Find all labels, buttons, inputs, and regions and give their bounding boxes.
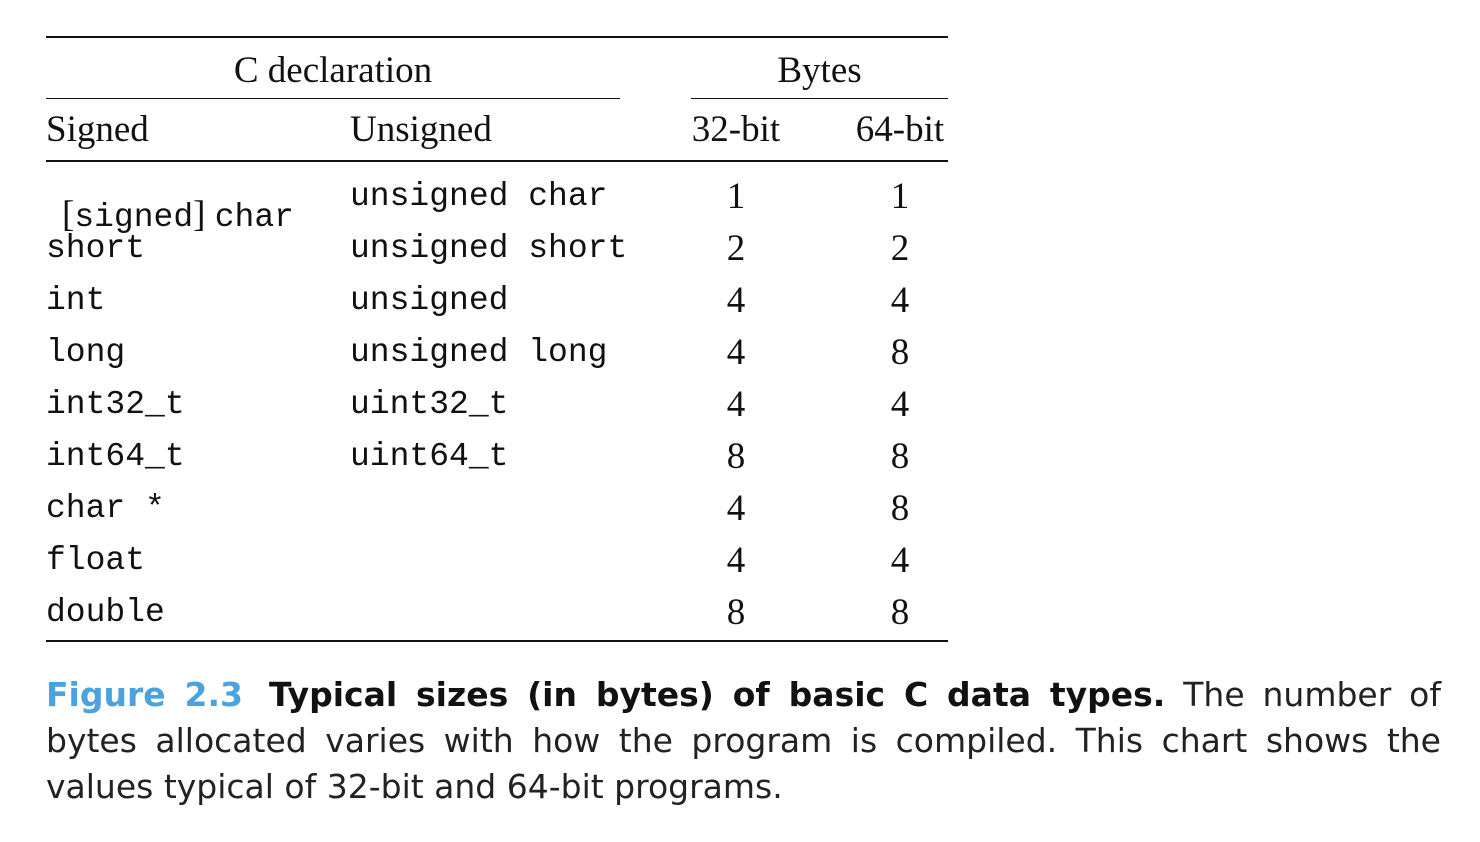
table-bottom-rule <box>46 640 948 642</box>
signed-type: int32_t <box>46 386 185 423</box>
header-c-declaration: C declaration <box>233 50 433 91</box>
bytes-64bit: 8 <box>890 488 910 529</box>
bytes-underline <box>691 98 948 99</box>
unsigned-type: unsigned short <box>350 230 628 267</box>
table-row: double 8 8 <box>46 594 948 634</box>
bracket-close: ] <box>193 194 215 235</box>
table-row: float 4 4 <box>46 542 948 582</box>
signed-type: float <box>46 542 146 579</box>
signed-type: double <box>46 594 165 631</box>
bytes-64bit: 4 <box>890 384 910 425</box>
unsigned-type: uint32_t <box>350 386 509 423</box>
table-row: long unsigned long 4 8 <box>46 334 948 374</box>
figure-caption: Figure 2.3 Typical sizes (in bytes) of ba… <box>46 672 1441 810</box>
caption-title: Typical sizes (in bytes) of basic C data… <box>268 675 1166 714</box>
bytes-64bit: 4 <box>890 280 910 321</box>
table-row: char * 4 8 <box>46 490 948 530</box>
signed-type: char <box>214 199 294 236</box>
signed-keyword: signed <box>74 199 194 236</box>
bytes-64bit: 8 <box>890 332 910 373</box>
bytes-32bit: 8 <box>726 592 746 633</box>
signed-type-cell: [signed] char <box>46 178 294 252</box>
unsigned-type: unsigned <box>350 282 509 319</box>
bytes-32bit: 4 <box>726 540 746 581</box>
bracket-open: [ <box>62 194 75 235</box>
bytes-32bit: 4 <box>726 488 746 529</box>
bytes-32bit: 4 <box>726 332 746 373</box>
col-header-unsigned: Unsigned <box>350 109 492 150</box>
bytes-64bit: 8 <box>890 436 910 477</box>
table-row: int unsigned 4 4 <box>46 282 948 322</box>
table-row: [signed] char unsigned char 1 1 <box>46 176 948 234</box>
table-row: int64_t uint64_t 8 8 <box>46 438 948 478</box>
top-rule <box>46 36 948 38</box>
col-header-signed: Signed <box>46 109 149 150</box>
unsigned-type: unsigned char <box>350 178 608 215</box>
header-bottom-rule <box>46 160 948 162</box>
signed-type: int <box>46 282 106 319</box>
c-declaration-underline <box>46 98 620 99</box>
bytes-32bit: 1 <box>726 176 746 217</box>
col-header-64bit: 64-bit <box>855 109 945 150</box>
bytes-64bit: 8 <box>890 592 910 633</box>
table-row: short unsigned short 2 2 <box>46 230 948 270</box>
signed-type: long <box>46 334 126 371</box>
signed-type: int64_t <box>46 438 185 475</box>
bytes-64bit: 2 <box>890 228 910 269</box>
header-bytes: Bytes <box>777 50 862 91</box>
caption-text: The number of bytes allocated varies wit… <box>46 675 1441 806</box>
bytes-64bit: 1 <box>890 176 910 217</box>
col-header-32bit: 32-bit <box>691 109 781 150</box>
unsigned-type: unsigned long <box>350 334 608 371</box>
signed-type: short <box>46 230 146 267</box>
bytes-32bit: 2 <box>726 228 746 269</box>
bytes-32bit: 4 <box>726 384 746 425</box>
signed-type: char * <box>46 490 165 527</box>
bytes-64bit: 4 <box>890 540 910 581</box>
unsigned-type: uint64_t <box>350 438 509 475</box>
table-row: int32_t uint32_t 4 4 <box>46 386 948 426</box>
figure-label: Figure 2.3 <box>46 675 243 714</box>
bytes-32bit: 4 <box>726 280 746 321</box>
bytes-32bit: 8 <box>726 436 746 477</box>
